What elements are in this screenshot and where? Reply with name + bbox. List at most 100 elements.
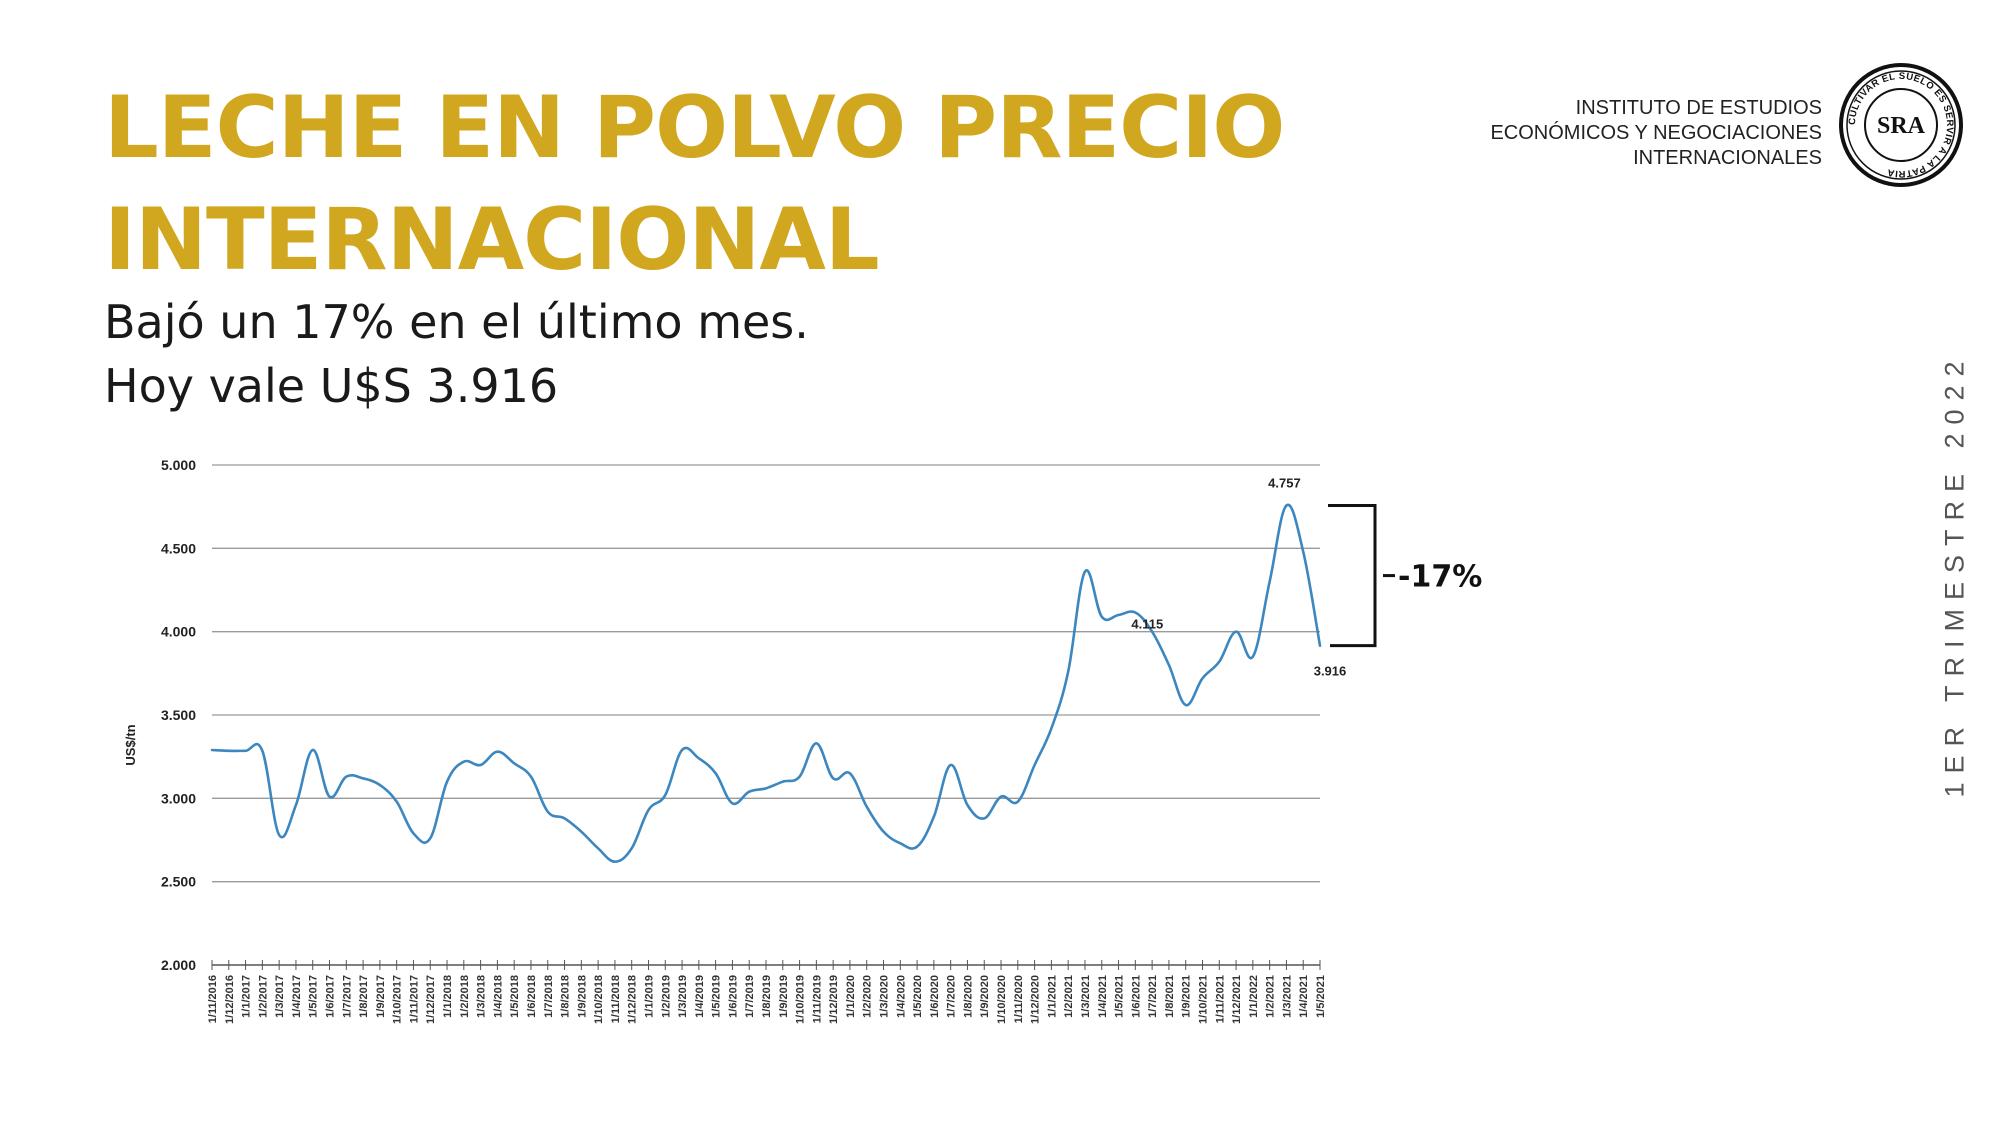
x-tick-label: 1/11/2016 bbox=[207, 975, 219, 1023]
x-tick-label: 1/6/2018 bbox=[526, 975, 538, 1018]
data-point bbox=[597, 847, 600, 850]
x-tick-label: 1/8/2019 bbox=[761, 975, 773, 1018]
x-tick-label: 1/2/2021 bbox=[1265, 975, 1277, 1018]
x-tick-label: 1/1/2018 bbox=[442, 975, 454, 1018]
data-point bbox=[1100, 615, 1103, 618]
data-point bbox=[949, 764, 952, 767]
data-point bbox=[983, 817, 986, 820]
x-axis-ticks: 1/11/2016 1/12/2016 1/1/2017 1/2/2017 1/3/20… bbox=[207, 975, 1327, 1024]
data-point bbox=[227, 749, 230, 752]
data-point bbox=[832, 777, 835, 780]
y-axis-label: US$/tn bbox=[123, 724, 138, 765]
data-point bbox=[1319, 644, 1322, 647]
data-point bbox=[1134, 611, 1137, 614]
x-tick-label: 1/4/2017 bbox=[291, 975, 303, 1018]
x-tick-label: 1/1/2021 bbox=[1046, 975, 1058, 1018]
x-tick-label: 1/11/2017 bbox=[408, 975, 420, 1023]
data-point bbox=[1218, 660, 1221, 663]
x-tick-label: 1/3/2018 bbox=[476, 975, 488, 1018]
data-point bbox=[328, 795, 331, 798]
x-tick-label: 1/2/2021 bbox=[1063, 975, 1075, 1018]
data-point bbox=[462, 760, 465, 763]
data-point bbox=[865, 805, 868, 808]
x-tick-label: 1/5/2018 bbox=[509, 975, 521, 1018]
data-point bbox=[1184, 704, 1187, 707]
data-point bbox=[211, 749, 214, 752]
x-tick-label: 1/6/2020 bbox=[929, 975, 941, 1018]
x-tick-label: 1/2/2017 bbox=[257, 975, 269, 1018]
x-tick-label: 1/12/2017 bbox=[425, 975, 437, 1024]
data-point bbox=[748, 790, 751, 793]
x-tick-label: 1/12/2021 bbox=[1231, 975, 1243, 1024]
x-tick-label: 1/5/2021 bbox=[1315, 975, 1327, 1018]
x-tick-label: 1/5/2020 bbox=[912, 975, 924, 1018]
x-tick-label: 1/10/2019 bbox=[795, 975, 807, 1024]
data-point bbox=[1050, 727, 1053, 730]
x-tick-label: 1/1/2020 bbox=[845, 975, 857, 1018]
subtitle-line-1: Bajó un 17% en el último mes. bbox=[104, 295, 809, 349]
x-tick-label: 1/11/2019 bbox=[811, 975, 823, 1023]
x-tick-label: 1/7/2019 bbox=[744, 975, 756, 1018]
y-tick-label: 4.500 bbox=[161, 540, 196, 556]
data-points bbox=[211, 504, 1322, 863]
x-tick-label: 1/10/2020 bbox=[996, 975, 1008, 1024]
data-point bbox=[1033, 764, 1036, 767]
institute-line-3: INTERNACIONALES bbox=[1633, 147, 1822, 169]
x-tick-label: 1/4/2021 bbox=[1298, 975, 1310, 1018]
data-point bbox=[932, 815, 935, 818]
change-label: -17% bbox=[1398, 560, 1482, 595]
x-tick-label: 1/11/2020 bbox=[1013, 975, 1025, 1023]
x-tick-label: 1/3/2019 bbox=[677, 975, 689, 1018]
x-tick-label: 1/12/2019 bbox=[828, 975, 840, 1024]
data-point bbox=[513, 762, 516, 765]
x-tick-label: 1/7/2017 bbox=[341, 975, 353, 1018]
x-tick-label: 1/5/2021 bbox=[1114, 975, 1126, 1018]
data-point bbox=[412, 832, 415, 835]
logo-text: SRA bbox=[1877, 113, 1926, 139]
y-tick-label: 4.000 bbox=[161, 624, 196, 640]
x-tick-label: 1/8/2021 bbox=[1164, 975, 1176, 1018]
data-point bbox=[278, 834, 281, 837]
x-tick-label: 1/9/2020 bbox=[979, 975, 991, 1018]
data-point bbox=[1000, 795, 1003, 798]
x-tick-label: 1/8/2020 bbox=[962, 975, 974, 1018]
x-tick-label: 1/11/2018 bbox=[610, 975, 622, 1023]
x-tick-label: 1/3/2017 bbox=[274, 975, 286, 1018]
data-point bbox=[479, 764, 482, 767]
data-point bbox=[1117, 614, 1120, 617]
title-line-2: INTERNACIONAL bbox=[104, 190, 880, 290]
data-point bbox=[714, 772, 717, 775]
data-point bbox=[1302, 550, 1305, 553]
subtitle-line-2: Hoy vale U$S 3.916 bbox=[104, 359, 559, 413]
data-point bbox=[681, 749, 684, 752]
x-tick-label: 1/1/2022 bbox=[1248, 975, 1260, 1018]
data-point bbox=[630, 847, 633, 850]
y-tick-label: 3.000 bbox=[161, 790, 196, 806]
x-tick-label: 1/4/2019 bbox=[694, 975, 706, 1018]
x-tick-label: 1/10/2021 bbox=[1197, 975, 1209, 1024]
institute-name: INSTITUTO DE ESTUDIOS ECONÓMICOS Y NEGOC… bbox=[1490, 96, 1822, 171]
x-tick-label: 1/6/2021 bbox=[1130, 975, 1142, 1018]
data-point bbox=[849, 772, 852, 775]
data-point bbox=[362, 777, 365, 780]
y-tick-label: 2.000 bbox=[161, 957, 196, 973]
data-point bbox=[311, 749, 314, 752]
subtitle: Bajó un 17% en el último mes. Hoy vale U… bbox=[104, 290, 809, 418]
side-label: 1ER TRIMESTRE 2022 bbox=[1939, 352, 1970, 798]
data-point bbox=[1016, 800, 1019, 803]
x-tick-label: 1/6/2019 bbox=[727, 975, 739, 1018]
institute-line-1: INSTITUTO DE ESTUDIOS bbox=[1575, 97, 1822, 119]
price-chart: 5.000 4.500 4.000 3.500 3.000 2.500 2.000 US$/… bbox=[123, 457, 1482, 1024]
x-tick-label: 1/5/2017 bbox=[308, 975, 320, 1018]
grid-lines bbox=[212, 464, 1320, 883]
data-point bbox=[446, 780, 449, 783]
x-tick-label: 1/4/2020 bbox=[895, 975, 907, 1018]
series-line bbox=[210, 503, 1322, 863]
data-point bbox=[429, 837, 432, 840]
data-point bbox=[697, 757, 700, 760]
data-point bbox=[244, 749, 247, 752]
data-point bbox=[614, 860, 617, 863]
x-tick-label: 1/10/2017 bbox=[392, 975, 404, 1024]
data-label: 4.115 bbox=[1131, 617, 1163, 632]
x-tick-label: 1/4/2018 bbox=[492, 975, 504, 1018]
